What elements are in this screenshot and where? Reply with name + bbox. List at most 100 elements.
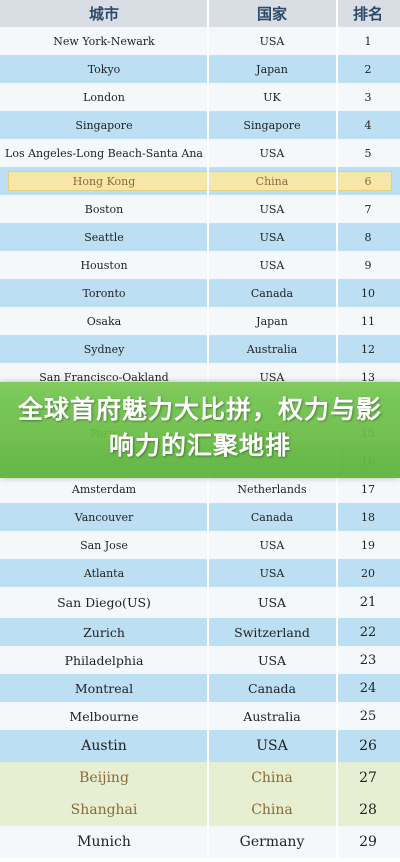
city-cell: San Jose [80,538,128,552]
table-row: Amsterdam Netherlands 17 [0,475,400,503]
table-header: 城市 国家 排名 [0,0,400,27]
table-row: Hong Kong China 6 [0,167,400,195]
table-row: Toronto Canada 10 [0,279,400,307]
city-cell: Montreal [74,680,134,696]
rank-cell: 5 [364,146,372,160]
rank-cell: 13 [361,370,375,384]
table-row: Philadelphia USA 23 [0,646,400,674]
table-row: Boston USA 7 [0,195,400,223]
country-cell: USA [259,202,285,216]
country-cell: Australia [243,708,301,724]
rank-cell: 6 [364,174,372,188]
rank-cell: 21 [359,595,377,610]
city-cell: Osaka [86,314,122,328]
country-cell: USA [259,230,285,244]
city-cell: San Francisco-Oakland [39,370,169,384]
city-cell: Shanghai [70,802,138,818]
country-cell: USA [259,258,285,272]
table-row: Tokyo Japan 2 [0,55,400,83]
rank-cell: 18 [361,510,375,524]
table-row: Los Angeles-Long Beach-Santa Ana USA 5 [0,139,400,167]
city-cell: Sydney [83,342,125,356]
country-cell: Canada [248,680,296,696]
city-cell: Hong Kong [72,174,136,188]
rank-cell: 12 [361,342,375,356]
country-cell: Canada [250,510,294,524]
country-cell: Germany [239,834,305,850]
table-row: Sydney Australia 12 [0,335,400,363]
table-row: San Diego(US) USA 21 [0,587,400,618]
table-row: Munich Germany 29 [0,826,400,858]
country-cell: USA [259,566,285,580]
rank-cell: 23 [359,652,377,668]
rank-cell: 2 [364,62,372,76]
rank-cell: 29 [359,834,377,850]
rank-cell: 11 [361,314,375,328]
country-cell: USA [259,34,285,48]
city-cell: Singapore [75,118,133,132]
rank-cell: 19 [361,538,375,552]
country-cell: Australia [246,342,298,356]
country-cell: China [251,770,293,786]
rank-cell: 17 [361,482,375,496]
city-cell: Beijing [79,770,129,786]
city-cell: Munich [77,834,131,850]
title-banner: 全球首府魅力大比拼，权力与影响力的汇聚地排 [0,382,400,478]
table-row: Vancouver Canada 18 [0,503,400,531]
header-city: 城市 [88,5,119,23]
city-cell: Boston [84,202,124,216]
country-cell: USA [256,738,288,754]
table-row: Houston USA 9 [0,251,400,279]
country-cell: USA [259,146,285,160]
city-cell: Seattle [84,230,124,244]
city-cell: San Diego(US) [57,595,151,610]
rank-cell: 28 [359,802,377,818]
city-cell: Zurich [83,624,125,640]
table-row: Singapore Singapore 4 [0,111,400,139]
table-row: Seattle USA 8 [0,223,400,251]
country-cell: USA [257,652,287,668]
rank-cell: 20 [361,566,375,580]
rank-cell: 4 [364,118,372,132]
country-cell: UK [263,90,281,104]
country-cell: Canada [250,286,294,300]
city-cell: Los Angeles-Long Beach-Santa Ana [5,146,203,160]
country-cell: Switzerland [234,624,310,640]
rank-cell: 7 [364,202,372,216]
table-row: Beijing China 27 [0,762,400,794]
city-cell: New York-Newark [53,34,155,48]
rank-cell: 22 [359,624,377,640]
country-cell: USA [257,595,287,610]
city-cell: Tokyo [87,62,121,76]
city-cell: Philadelphia [64,652,144,668]
city-cell: Vancouver [74,510,134,524]
table-row: Montreal Canada 24 [0,674,400,702]
rank-cell: 9 [364,258,372,272]
rank-cell: 26 [359,738,377,754]
table-row: Melbourne Australia 25 [0,702,400,730]
city-cell: Houston [80,258,128,272]
country-cell: Japan [256,314,288,328]
header-rank: 排名 [352,5,383,23]
rank-cell: 3 [364,90,372,104]
table-row: Austin USA 26 [0,730,400,762]
country-cell: USA [259,538,285,552]
rank-cell: 8 [364,230,372,244]
table-row: San Jose USA 19 [0,531,400,559]
country-cell: Singapore [243,118,301,132]
rank-cell: 10 [361,286,375,300]
rank-cell: 1 [364,34,372,48]
country-cell: Netherlands [237,482,307,496]
country-cell: China [255,174,289,188]
header-country: 国家 [256,5,287,23]
country-cell: Japan [256,62,288,76]
rank-cell: 24 [359,680,377,696]
city-cell: Melbourne [69,708,139,724]
rank-cell: 27 [359,770,377,786]
banner-title: 全球首府魅力大比拼，权力与影响力的汇聚地排 [17,395,382,460]
table-row: Zurich Switzerland 22 [0,618,400,646]
table-row: Shanghai China 28 [0,794,400,826]
rank-cell: 25 [359,708,377,724]
country-cell: USA [259,370,285,384]
city-cell: London [83,90,125,104]
